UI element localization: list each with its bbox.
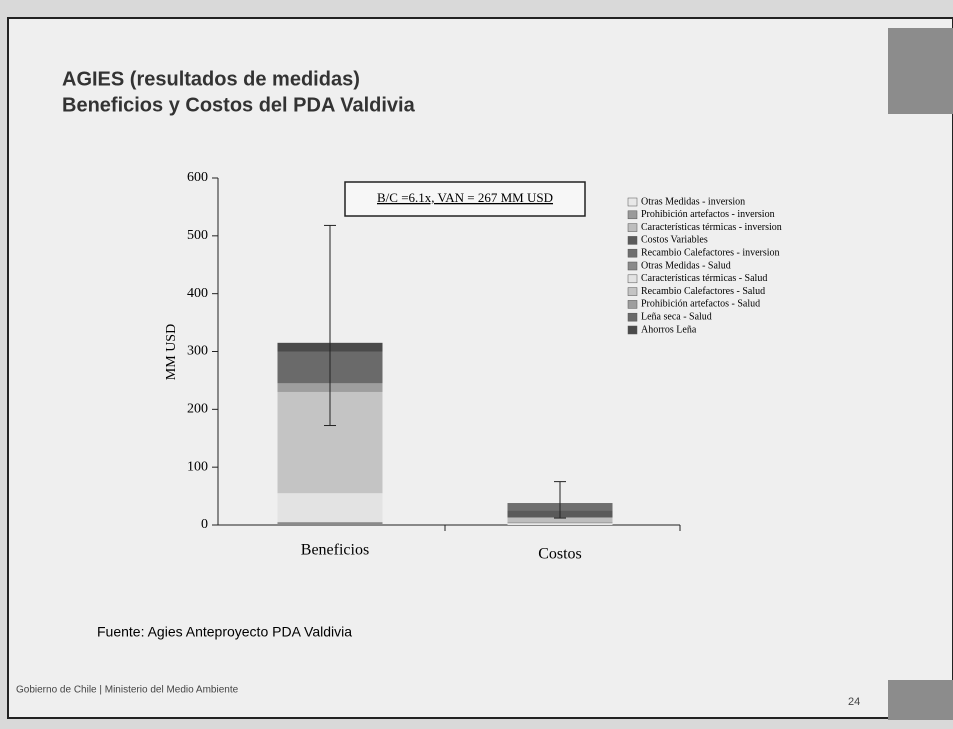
bar-segment [507, 523, 613, 525]
legend-swatch [627, 312, 638, 322]
slide-title: AGIES (resultados de medidas) [62, 68, 360, 90]
legend-label: Características térmicas - inversion [641, 222, 782, 233]
legend-label: Prohibición artefactos - inversion [641, 209, 775, 220]
legend-swatch [627, 223, 638, 232]
legend-label: Prohibición artefactos - Salud [641, 299, 760, 310]
page-number: 24 [848, 696, 860, 708]
legend-swatch [627, 274, 638, 284]
source: Fuente: Agies Anteproyecto PDA Valdivia [97, 624, 352, 640]
legend-swatch [627, 236, 638, 245]
legend-swatch [627, 248, 638, 258]
legend-label: Recambio Calefactores - Salud [641, 286, 765, 297]
legend-swatch [627, 261, 638, 271]
bar-segment [277, 522, 383, 525]
bar-segment [507, 522, 613, 524]
legend-swatch [627, 210, 638, 220]
legend-label: Recambio Calefactores - inversion [641, 247, 780, 258]
x-tick-label: Beneficios [301, 542, 369, 559]
legend-swatch [627, 325, 638, 335]
y-tick-label: 0 [201, 517, 208, 532]
corner-block [888, 680, 953, 720]
legend-label: Otras Medidas - Salud [641, 260, 731, 271]
y-tick-label: 200 [187, 402, 208, 417]
legend-swatch [627, 287, 638, 296]
y-tick-label: 500 [187, 228, 208, 243]
legend-label: Ahorros Leña [641, 324, 697, 335]
annotation-box [344, 181, 586, 217]
legend-label: Leña seca - Salud [641, 311, 712, 322]
bar-segment [507, 517, 613, 523]
y-tick-label: 100 [187, 459, 208, 474]
annotation: B/C =6.1x, VAN = 267 MM USD [377, 190, 553, 205]
slide-subtitle: Beneficios y Costos del PDA Valdivia [62, 94, 416, 116]
footer: Gobierno de Chile | Ministerio del Medio… [16, 685, 239, 696]
legend-label: Costos Variables [641, 235, 708, 246]
slide-frame [7, 17, 953, 719]
legend-swatch [627, 300, 638, 309]
y-axis-label: MM USD [164, 324, 179, 380]
corner-block [888, 28, 953, 114]
bar-segment [277, 493, 383, 523]
y-tick-label: 300 [187, 344, 208, 359]
legend-label: Características térmicas - Salud [641, 273, 767, 284]
y-tick-label: 600 [187, 170, 208, 185]
y-tick-label: 400 [187, 286, 208, 301]
legend-swatch [627, 197, 638, 207]
x-tick-label: Costos [538, 546, 582, 563]
legend-label: Otras Medidas - inversion [641, 196, 745, 207]
